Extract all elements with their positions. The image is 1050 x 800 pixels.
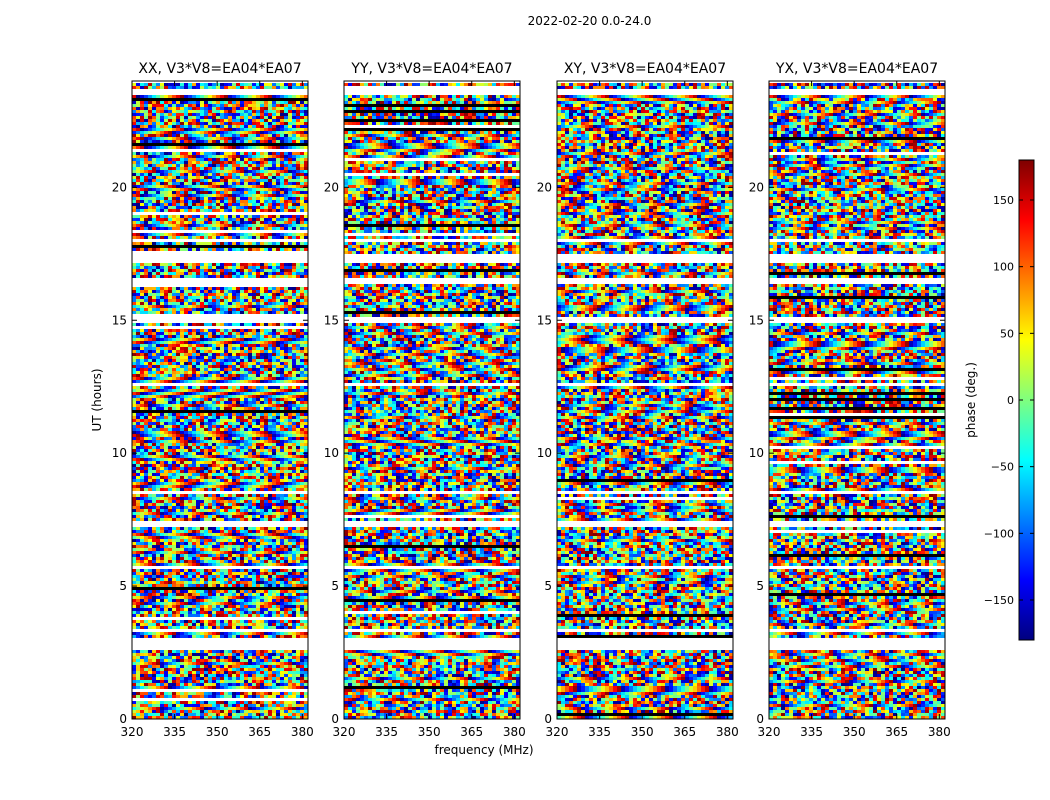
panel-frame bbox=[768, 80, 946, 720]
panel-yy: YY, V3*V8=EA04*EA07 320 335 350 365 380 0 5 10 15… bbox=[324, 61, 534, 757]
x-tick-label: 335 bbox=[588, 725, 611, 739]
panel-title: YY, V3*V8=EA04*EA07 bbox=[350, 61, 512, 77]
panel-title: YX, V3*V8=EA04*EA07 bbox=[775, 61, 938, 77]
phase-image-yx bbox=[769, 81, 945, 719]
colorbar-tick-label: −100 bbox=[984, 527, 1014, 540]
y-tick-label: 15 bbox=[537, 313, 552, 327]
x-tick-label: 335 bbox=[375, 725, 398, 739]
colorbar-tick-label: 150 bbox=[993, 194, 1014, 207]
panel-frame bbox=[556, 80, 734, 720]
panel-xy: XY, V3*V8=EA04*EA07 320 335 350 365 380 0 5 10 15… bbox=[537, 61, 739, 739]
colorbar-tick-label: 0 bbox=[1007, 394, 1014, 407]
y-tick-label: 20 bbox=[112, 180, 127, 194]
y-tick-label: 10 bbox=[749, 446, 764, 460]
y-tick-label: 20 bbox=[749, 180, 764, 194]
x-tick-label: 380 bbox=[928, 725, 951, 739]
x-tick-label: 350 bbox=[631, 725, 654, 739]
y-axis-label: UT (hours) bbox=[90, 368, 104, 431]
panel-frame bbox=[343, 80, 521, 720]
y-tick-label: 5 bbox=[544, 579, 552, 593]
x-tick-label: 380 bbox=[503, 725, 526, 739]
x-tick-label: 380 bbox=[291, 725, 314, 739]
x-tick-label: 380 bbox=[716, 725, 739, 739]
y-tick-label: 0 bbox=[119, 712, 127, 726]
colorbar-label: phase (deg.) bbox=[964, 362, 978, 438]
x-tick-label: 365 bbox=[248, 725, 271, 739]
x-tick-label: 365 bbox=[885, 725, 908, 739]
y-tick-label: 15 bbox=[112, 313, 127, 327]
y-tick-label: 0 bbox=[544, 712, 552, 726]
phase-image-xx bbox=[132, 81, 308, 719]
panel-xx: XX, V3*V8=EA04*EA07 320 335 350 365 380 0 5 10 15… bbox=[90, 61, 314, 739]
x-tick-label: 365 bbox=[673, 725, 696, 739]
panel-yx: YX, V3*V8=EA04*EA07 320 335 350 365 380 0 5 10 15… bbox=[749, 61, 951, 739]
y-tick-label: 20 bbox=[537, 180, 552, 194]
y-tick-label: 0 bbox=[331, 712, 339, 726]
y-tick-label: 5 bbox=[119, 579, 127, 593]
y-tick-label: 15 bbox=[324, 313, 339, 327]
x-tick-label: 350 bbox=[418, 725, 441, 739]
colorbar-tick-label: 50 bbox=[1000, 327, 1014, 340]
x-tick-label: 350 bbox=[843, 725, 866, 739]
x-tick-label: 350 bbox=[206, 725, 229, 739]
x-tick-label: 365 bbox=[460, 725, 483, 739]
x-axis-label: frequency (MHz) bbox=[434, 743, 533, 757]
x-tick-label: 320 bbox=[333, 725, 356, 739]
phase-image-yy bbox=[344, 81, 520, 719]
y-tick-label: 10 bbox=[537, 446, 552, 460]
y-tick-label: 5 bbox=[756, 579, 764, 593]
x-tick-label: 320 bbox=[121, 725, 144, 739]
x-tick-label: 320 bbox=[758, 725, 781, 739]
x-tick-label: 335 bbox=[163, 725, 186, 739]
y-tick-label: 10 bbox=[324, 446, 339, 460]
figure-suptitle: 2022-02-20 0.0-24.0 bbox=[0, 14, 1050, 28]
panel-frame bbox=[131, 80, 309, 720]
y-tick-label: 20 bbox=[324, 180, 339, 194]
x-tick-label: 320 bbox=[546, 725, 569, 739]
y-tick-label: 5 bbox=[331, 579, 339, 593]
phase-image-xy bbox=[557, 81, 733, 719]
panel-title: XX, V3*V8=EA04*EA07 bbox=[138, 61, 301, 77]
panel-title: XY, V3*V8=EA04*EA07 bbox=[564, 61, 726, 77]
y-tick-label: 15 bbox=[749, 313, 764, 327]
colorbar-tick-label: 100 bbox=[993, 261, 1014, 274]
y-tick-label: 10 bbox=[112, 446, 127, 460]
y-tick-label: 0 bbox=[756, 712, 764, 726]
colorbar-tick-label: −150 bbox=[984, 594, 1014, 607]
colorbar-tick-label: −50 bbox=[991, 461, 1014, 474]
x-tick-label: 335 bbox=[800, 725, 823, 739]
